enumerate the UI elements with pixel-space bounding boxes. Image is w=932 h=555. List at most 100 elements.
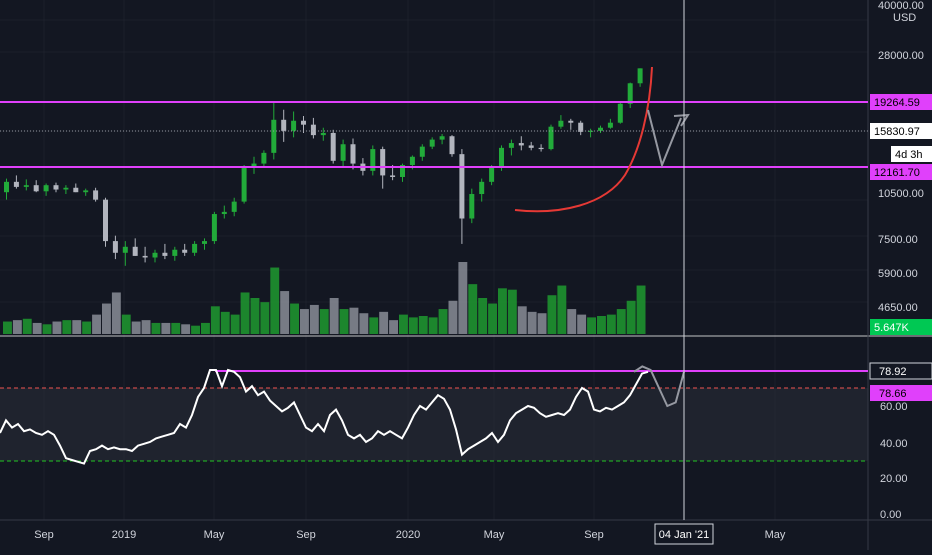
candle-body [330, 132, 336, 161]
rsi-axis-tag-label: 78.66 [879, 388, 907, 400]
volume-bar [82, 321, 92, 334]
candle-body [350, 144, 356, 164]
price-tick-label: 7500.00 [878, 234, 918, 246]
candle-body [568, 120, 574, 123]
candle-body [310, 124, 316, 136]
candle-body [13, 181, 19, 187]
price-tick-label: 40000.00 [878, 0, 924, 12]
axis-tag-label: 4d 3h [895, 149, 923, 161]
time-tick-label: 2019 [112, 529, 136, 541]
volume-bar [567, 309, 577, 334]
volume-bar [597, 316, 606, 334]
time-tick-label: Sep [584, 529, 604, 541]
rsi-projection [633, 365, 685, 408]
volume-bar [12, 320, 22, 334]
volume-bar [22, 318, 32, 334]
price-tick-label: 28000.00 [878, 50, 924, 62]
volume-bar [636, 285, 646, 334]
axis-tag [870, 164, 932, 180]
candle-body [617, 103, 623, 123]
candle-body [103, 199, 108, 242]
volume-bar [102, 303, 111, 334]
volume-bar [527, 311, 537, 334]
volume-bar [359, 313, 369, 334]
volume-bar [418, 316, 428, 334]
candle-body [23, 185, 29, 187]
candle-body [261, 152, 267, 164]
candle-body [251, 163, 257, 167]
volume-bar [141, 320, 151, 334]
crosshair-date-label: 04 Jan '21 [659, 529, 709, 541]
candle-body [202, 241, 207, 244]
volume-bar [220, 311, 230, 334]
candle-body [578, 122, 584, 132]
candle-body [122, 246, 128, 253]
volume-bar [72, 320, 82, 334]
volume-bar [42, 324, 52, 334]
candle-body [479, 181, 485, 195]
volume-bar [468, 284, 478, 334]
candle-body [439, 136, 445, 140]
volume-bar [478, 298, 488, 334]
candle-body [291, 120, 297, 131]
projection-arrow[interactable] [647, 109, 682, 169]
arrowhead-icon [673, 113, 690, 127]
volume-bar [329, 298, 339, 334]
volume-bar [171, 322, 181, 334]
crosshair-date-tag [654, 523, 714, 545]
candle-body [409, 156, 415, 165]
rsi-tick-label: 20.00 [880, 473, 908, 485]
volume-bar [616, 309, 626, 334]
volume-bar [131, 321, 141, 334]
candle-body [538, 147, 544, 150]
candle-body [429, 139, 435, 147]
candle-body [320, 132, 326, 136]
volume-bar [428, 317, 438, 334]
candle-body [469, 194, 475, 219]
candle-body [607, 122, 613, 128]
volume-bar [389, 320, 398, 334]
axes: 40000.00 28000.00 10500.00 7500.00 5900.00 46… [34, 0, 932, 545]
volume-bar [201, 322, 210, 334]
volume-bar [300, 309, 309, 334]
volume-bar [408, 317, 418, 334]
candle-body [192, 243, 198, 253]
time-tick-label: May [765, 529, 786, 541]
candle-body [508, 143, 514, 148]
volume-bar [577, 314, 587, 334]
candle-body [548, 126, 554, 150]
rsi-tick-label: 0.00 [880, 509, 901, 521]
candlesticks [4, 68, 643, 266]
axis-tag [870, 319, 932, 335]
candle-body [370, 149, 376, 171]
volume-bar [507, 289, 517, 334]
volume-bar [458, 262, 468, 334]
volume-bar [240, 292, 250, 334]
volume-bar [498, 288, 507, 334]
volume-bar [626, 300, 636, 334]
candle-body [558, 120, 564, 127]
axis-tag-label: 19264.59 [874, 97, 920, 109]
candle-body [93, 190, 99, 200]
candle-body [637, 68, 643, 84]
volume-bar [290, 303, 299, 334]
volume-bars [3, 262, 646, 334]
volume-bar [210, 306, 220, 334]
volume-bar [111, 292, 121, 334]
rsi-axis-tag-label: 78.92 [879, 366, 907, 378]
parabolic-curve[interactable] [514, 66, 653, 213]
candle-body [142, 255, 148, 258]
rsi-tick-label: 60.00 [880, 401, 908, 413]
axis-tag-label: 5.647K [874, 322, 910, 334]
axis-tag-label: 12161.70 [874, 167, 920, 179]
volume-bar [280, 291, 290, 334]
volume-bar [606, 314, 616, 334]
currency-label: USD [893, 12, 916, 24]
rsi-axis-tag [869, 362, 932, 380]
volume-bar [161, 322, 171, 334]
candle-body [400, 164, 405, 177]
volume-bar [62, 320, 72, 334]
volume-bar [517, 306, 527, 334]
